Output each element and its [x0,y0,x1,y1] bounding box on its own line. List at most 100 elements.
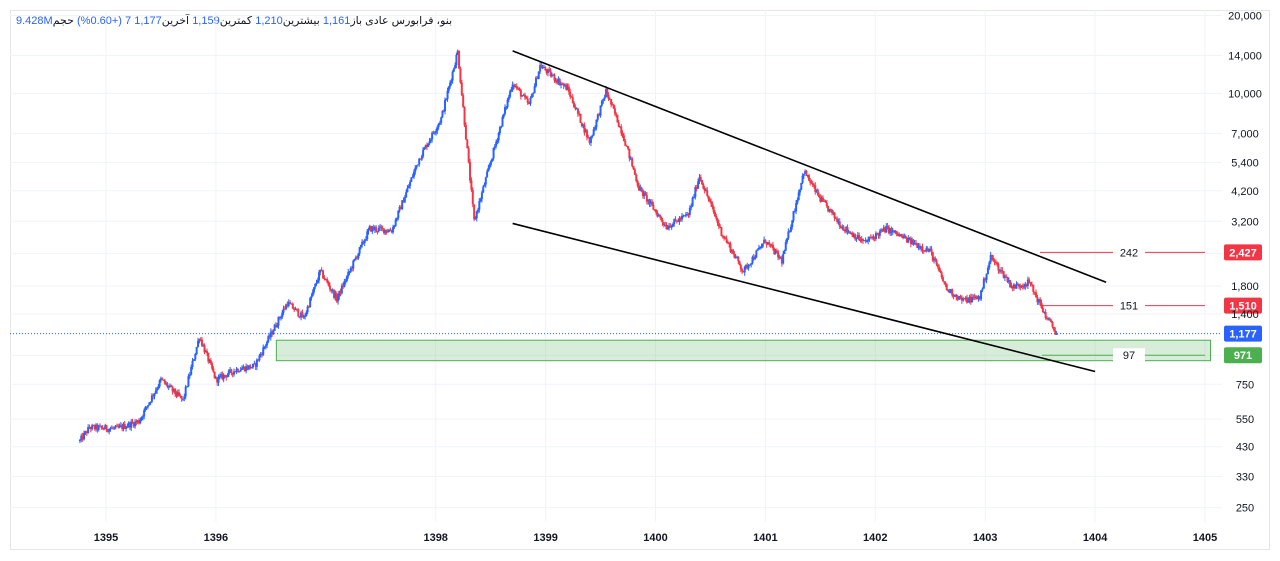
candle-body [429,139,432,141]
candle-body [819,196,822,202]
candle-body [635,174,638,181]
candle-body [377,227,380,232]
candle-body [697,181,700,189]
candle-body [899,234,902,237]
candle-body [993,261,996,263]
candle-body [493,146,496,148]
candle-body [793,211,796,213]
candle-body [1039,298,1042,303]
candle-body [328,285,331,290]
candle-body [149,401,152,403]
candle-body [658,215,661,217]
candle-body [147,405,150,407]
candle-body [694,187,697,198]
level-label-97: 97 [1123,350,1135,362]
level-label-bg [1113,298,1145,313]
candle-body [513,84,516,87]
candle-body [545,70,548,74]
x-tick-label: 1396 [204,532,228,544]
candle-body [283,308,286,310]
candle-body [887,226,890,234]
candle-body [746,265,749,269]
candle-body [792,211,795,221]
candle-body [854,234,857,240]
candle-body [813,185,816,187]
candle-body [989,254,992,263]
candle-body [661,220,664,223]
candle-body [916,243,919,249]
candle-body [894,230,897,233]
candle-body [1047,318,1050,320]
candle-body [359,244,362,248]
candle-body [466,139,469,149]
candle-body [815,189,818,192]
candle-body [454,65,457,69]
candle-body [1011,285,1014,289]
candle-body [960,297,963,301]
candle-body [820,197,823,202]
candle-body [811,183,814,186]
candle-body [105,425,108,430]
candle-body [852,234,855,238]
candle-body [687,214,690,216]
x-tick-label: 1398 [423,532,447,544]
candle-body [652,204,655,210]
candle-body [702,184,705,189]
candle-body [896,233,899,236]
candle-body [540,64,543,69]
candle-body [144,406,147,411]
candle-body [106,429,109,432]
candle-body [708,199,711,202]
candle-body [311,292,314,297]
candle-body [326,279,329,283]
candle-body [356,257,359,259]
candle-body [81,435,84,440]
candle-body [971,296,974,303]
candle-body [195,346,198,354]
candle-body [605,88,608,98]
candle-body [394,219,397,226]
candle-body [842,226,845,230]
x-tick-label: 1402 [863,532,887,544]
candle-body [599,105,602,116]
candle-body [518,88,521,91]
candle-body [675,220,678,222]
candle-body [88,427,91,429]
candle-body [576,108,579,114]
candle-body [548,69,551,71]
candle-body [279,316,282,319]
candle-body [766,242,769,245]
candle-body [956,297,959,300]
candle-body [591,135,594,137]
candle-body [323,278,326,280]
candle-body [951,289,954,296]
candle-body [141,416,144,418]
candle-body [253,363,256,365]
candle-body [395,218,398,220]
candle-body [178,392,181,396]
candle-body [300,312,303,318]
candle-body [338,290,341,297]
candle-body [633,169,636,175]
candle-body [677,221,680,223]
candle-body [729,244,732,252]
candle-body [197,340,200,347]
candle-body [755,250,758,258]
candle-body [560,83,563,86]
candle-body [868,237,871,240]
candle-body [502,113,505,117]
candle-body [915,243,918,245]
candle-body [247,365,250,370]
candle-body [814,185,817,192]
candle-body [724,238,727,240]
candle-body [176,392,179,396]
candle-body [571,97,574,103]
legend-low-value: 1,159 [192,15,220,27]
candle-body [392,227,395,233]
candle-body [616,114,619,123]
candle-body [691,197,694,207]
candle-body [500,126,503,128]
candle-body [498,127,501,134]
candle-body [291,303,294,309]
